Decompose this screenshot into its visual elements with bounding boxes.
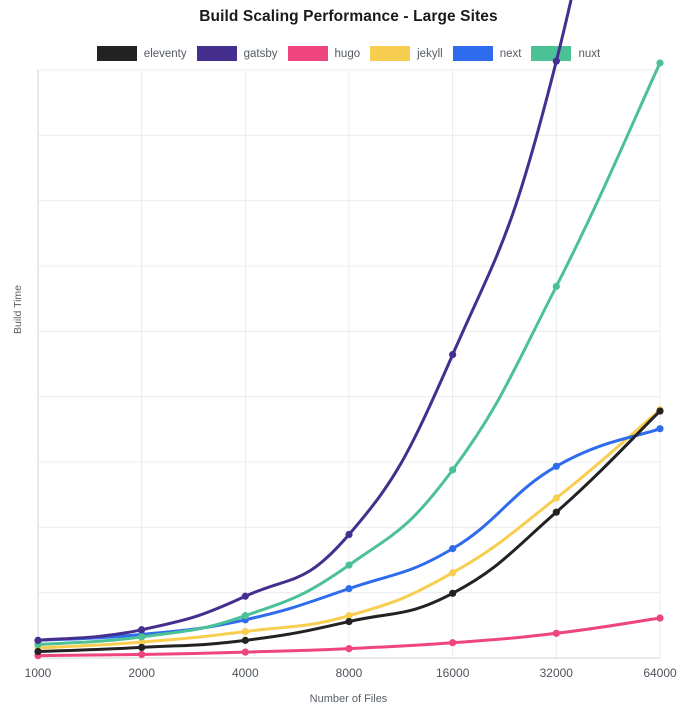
data-point[interactable] <box>138 650 146 659</box>
data-point[interactable] <box>656 425 664 433</box>
legend-item-label: nuxt <box>578 47 601 60</box>
data-point[interactable] <box>552 508 560 516</box>
legend-swatch-icon <box>287 46 328 61</box>
data-point[interactable] <box>345 585 353 593</box>
legend-item-label: jekyll <box>417 47 443 60</box>
data-point[interactable] <box>345 530 353 539</box>
x-axis-title: Number of Files <box>309 693 388 705</box>
data-point[interactable] <box>138 638 146 646</box>
data-point[interactable] <box>449 589 457 597</box>
legend-item-nuxt[interactable]: nuxt <box>531 46 600 61</box>
gridlines <box>37 69 661 659</box>
series-line-nuxt <box>36 61 662 646</box>
x-tick-label: 64000 <box>643 666 677 680</box>
data-point[interactable] <box>552 282 560 290</box>
data-point[interactable] <box>552 494 560 502</box>
series-lines <box>34 0 664 660</box>
chart-legend: eleventy gatsby hugo jekyll next nuxt <box>0 46 697 61</box>
data-point[interactable] <box>138 633 146 641</box>
x-tick-label: 8000 <box>335 666 363 680</box>
x-tick-label: 16000 <box>436 666 470 680</box>
data-point[interactable] <box>449 639 457 647</box>
data-point[interactable] <box>34 636 42 644</box>
x-tick-label: 4000 <box>231 666 259 680</box>
x-tick-label: 2000 <box>128 666 156 680</box>
data-point[interactable] <box>345 612 353 620</box>
data-point[interactable] <box>656 407 664 415</box>
data-point[interactable] <box>552 57 560 65</box>
data-point[interactable] <box>345 617 353 626</box>
data-point[interactable] <box>449 350 457 359</box>
legend-swatch-icon <box>370 46 411 61</box>
x-tick-label: 1000 <box>24 666 52 680</box>
data-point[interactable] <box>449 466 457 474</box>
series-line-gatsby <box>36 0 573 642</box>
legend-swatch-icon <box>196 46 237 61</box>
data-point[interactable] <box>656 59 664 67</box>
data-point[interactable] <box>138 643 146 652</box>
data-point[interactable] <box>34 647 42 656</box>
data-point[interactable] <box>449 545 457 553</box>
legend-swatch-icon <box>531 46 572 61</box>
legend-swatch-icon <box>96 46 137 61</box>
chart-title: Build Scaling Performance - Large Sites <box>199 8 498 25</box>
legend-item-gatsby[interactable]: gatsby <box>196 46 278 61</box>
data-point[interactable] <box>241 612 249 620</box>
data-point[interactable] <box>241 627 249 636</box>
data-point[interactable] <box>552 629 560 637</box>
data-point[interactable] <box>241 636 249 644</box>
legend-item-label: hugo <box>334 47 361 60</box>
legend-item-hugo[interactable]: hugo <box>287 46 361 61</box>
legend-item-label: next <box>499 47 522 60</box>
series-gatsby[interactable] <box>34 0 663 644</box>
y-axis-title: Build Time <box>12 284 24 334</box>
legend-item-eleventy[interactable]: eleventy <box>96 46 187 61</box>
data-point[interactable] <box>345 561 353 569</box>
data-point[interactable] <box>345 644 353 653</box>
legend-item-jekyll[interactable]: jekyll <box>370 46 443 61</box>
data-point[interactable] <box>138 626 146 634</box>
legend-swatch-icon <box>452 46 493 61</box>
legend-item-label: eleventy <box>143 47 187 60</box>
data-point[interactable] <box>552 462 560 470</box>
series-nuxt[interactable] <box>34 59 664 649</box>
series-eleventy[interactable] <box>34 407 664 656</box>
legend-item-label: gatsby <box>243 47 278 60</box>
x-tick-label: 32000 <box>539 666 573 680</box>
data-point[interactable] <box>656 614 664 622</box>
data-point[interactable] <box>241 648 249 656</box>
legend-item-next[interactable]: next <box>452 46 522 61</box>
data-point[interactable] <box>449 569 457 577</box>
series-hugo[interactable] <box>34 614 664 660</box>
data-point[interactable] <box>241 592 249 600</box>
